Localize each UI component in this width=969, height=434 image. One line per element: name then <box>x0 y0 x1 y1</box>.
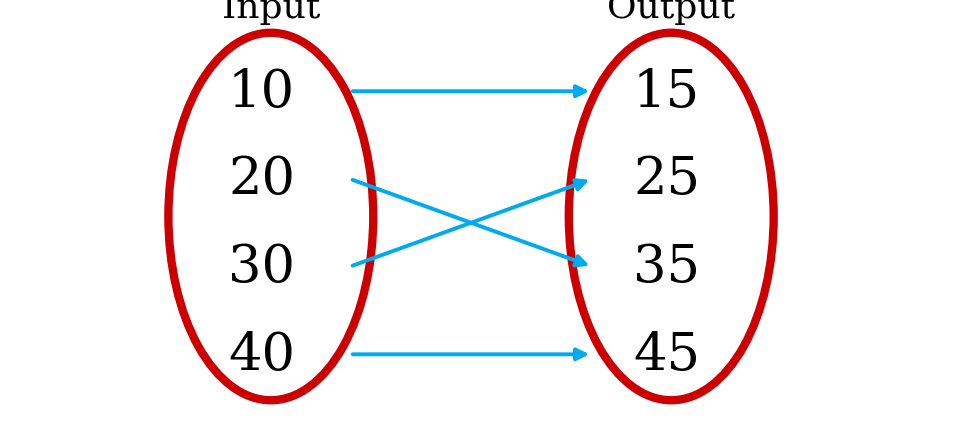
Text: 15: 15 <box>633 66 700 118</box>
Text: 30: 30 <box>228 242 295 293</box>
Text: 45: 45 <box>633 329 700 380</box>
Text: 35: 35 <box>633 242 700 293</box>
Text: 20: 20 <box>228 154 295 205</box>
Text: 10: 10 <box>228 66 295 118</box>
Text: Output: Output <box>607 0 735 25</box>
Text: Input: Input <box>221 0 320 25</box>
Text: 40: 40 <box>228 329 295 380</box>
Text: 25: 25 <box>633 154 700 205</box>
